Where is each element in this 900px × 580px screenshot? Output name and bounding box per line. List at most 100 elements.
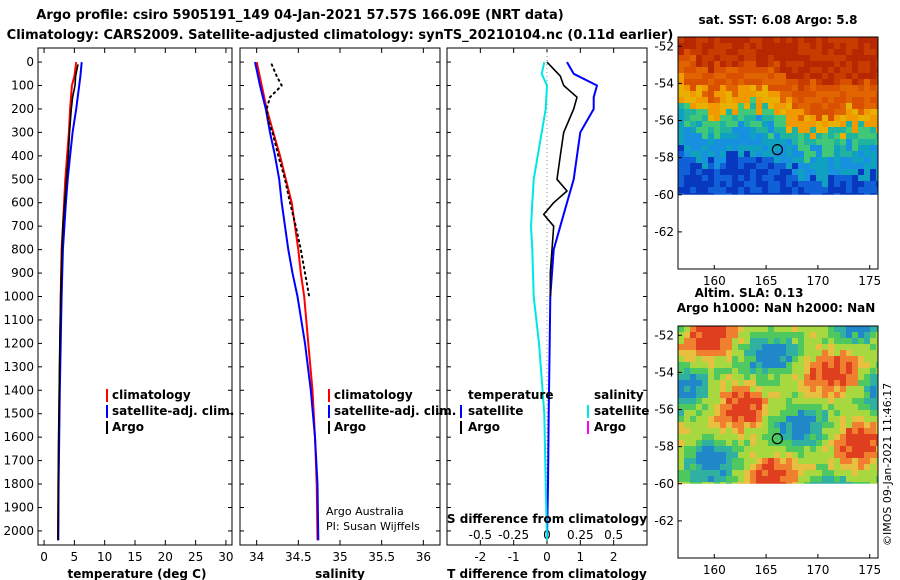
- map-cell: [780, 175, 786, 181]
- map-cell: [780, 97, 786, 103]
- map-cell: [774, 103, 780, 109]
- map-cell: [690, 482, 696, 484]
- series-line-satellite: [530, 61, 548, 541]
- map-cell: [816, 163, 822, 169]
- map-cell: [852, 91, 858, 97]
- map-cell: [726, 115, 732, 121]
- map-cell: [738, 175, 744, 181]
- map-cell: [720, 127, 726, 133]
- map-cell: [732, 169, 738, 175]
- map-cell: [852, 181, 858, 187]
- map-cell: [858, 338, 864, 344]
- map-cell: [678, 338, 684, 344]
- map-cell: [714, 380, 720, 386]
- map-cell: [822, 404, 828, 410]
- map-cell: [738, 398, 744, 404]
- map-cell: [828, 428, 834, 434]
- map-cell: [852, 368, 858, 374]
- map-cell: [738, 392, 744, 398]
- map-cell: [840, 79, 846, 85]
- map-cell: [696, 193, 702, 195]
- map-cell: [822, 350, 828, 356]
- map-cell: [774, 169, 780, 175]
- map-cell: [684, 398, 690, 404]
- map-cell: [858, 326, 864, 332]
- map-cell: [762, 187, 768, 193]
- map-cell: [840, 380, 846, 386]
- map-cell: [738, 380, 744, 386]
- map-cell: [690, 452, 696, 458]
- map-cell: [864, 362, 870, 368]
- map-cell: [726, 145, 732, 151]
- map-cell: [846, 157, 852, 163]
- map-cell: [744, 434, 750, 440]
- map-cell: [816, 380, 822, 386]
- map-cell: [846, 344, 852, 350]
- map-cell: [828, 97, 834, 103]
- map-cell: [816, 374, 822, 380]
- map-cell: [696, 434, 702, 440]
- map-cell: [852, 386, 858, 392]
- map-cell: [852, 464, 858, 470]
- map-cell: [870, 79, 876, 85]
- map-cell: [750, 392, 756, 398]
- map-cell: [690, 368, 696, 374]
- map-cell: [678, 386, 684, 392]
- map-cell: [762, 85, 768, 91]
- map-cell: [852, 398, 858, 404]
- map-cell: [756, 43, 762, 49]
- map-cell: [732, 187, 738, 193]
- map-cell: [774, 175, 780, 181]
- depth-tick-label: 1100: [3, 313, 34, 327]
- lat-tick-label: -52: [654, 328, 674, 342]
- map-cell: [720, 43, 726, 49]
- map-cell: [810, 404, 816, 410]
- map-cell: [780, 193, 786, 195]
- map-cell: [774, 109, 780, 115]
- map-cell: [846, 127, 852, 133]
- map-cell: [870, 43, 876, 49]
- map-cell: [744, 404, 750, 410]
- map-cell: [714, 470, 720, 476]
- map-cell: [816, 434, 822, 440]
- map-cell: [750, 398, 756, 404]
- map-cell: [726, 446, 732, 452]
- map-cell: [846, 380, 852, 386]
- map-cell: [732, 103, 738, 109]
- map-cell: [840, 85, 846, 91]
- map-cell: [810, 446, 816, 452]
- map-cell: [828, 398, 834, 404]
- map-cell: [792, 392, 798, 398]
- map-cell: [768, 410, 774, 416]
- map-cell: [762, 91, 768, 97]
- map-cell: [690, 55, 696, 61]
- map-cell: [720, 85, 726, 91]
- map-cell: [750, 187, 756, 193]
- map-cell: [858, 115, 864, 121]
- map-cell: [678, 151, 684, 157]
- map-cell: [780, 79, 786, 85]
- map-cell: [756, 103, 762, 109]
- map-cell: [786, 452, 792, 458]
- map-cell: [726, 428, 732, 434]
- map-cell: [732, 97, 738, 103]
- map-cell: [768, 482, 774, 484]
- map-cell: [768, 458, 774, 464]
- map-cell: [768, 356, 774, 362]
- map-cell: [852, 163, 858, 169]
- map-cell: [810, 169, 816, 175]
- map-cell: [786, 175, 792, 181]
- map-cell: [804, 386, 810, 392]
- map-cell: [744, 151, 750, 157]
- map-cell: [696, 476, 702, 482]
- x-tick-label: 10: [97, 550, 112, 564]
- map-cell: [798, 79, 804, 85]
- temperature-panel-frame: [37, 47, 233, 546]
- map-cell: [750, 67, 756, 73]
- map-cell: [876, 374, 878, 380]
- map-cell: [684, 416, 690, 422]
- map-cell: [720, 482, 726, 484]
- map-cell: [702, 344, 708, 350]
- map-cell: [732, 356, 738, 362]
- map-cell: [840, 434, 846, 440]
